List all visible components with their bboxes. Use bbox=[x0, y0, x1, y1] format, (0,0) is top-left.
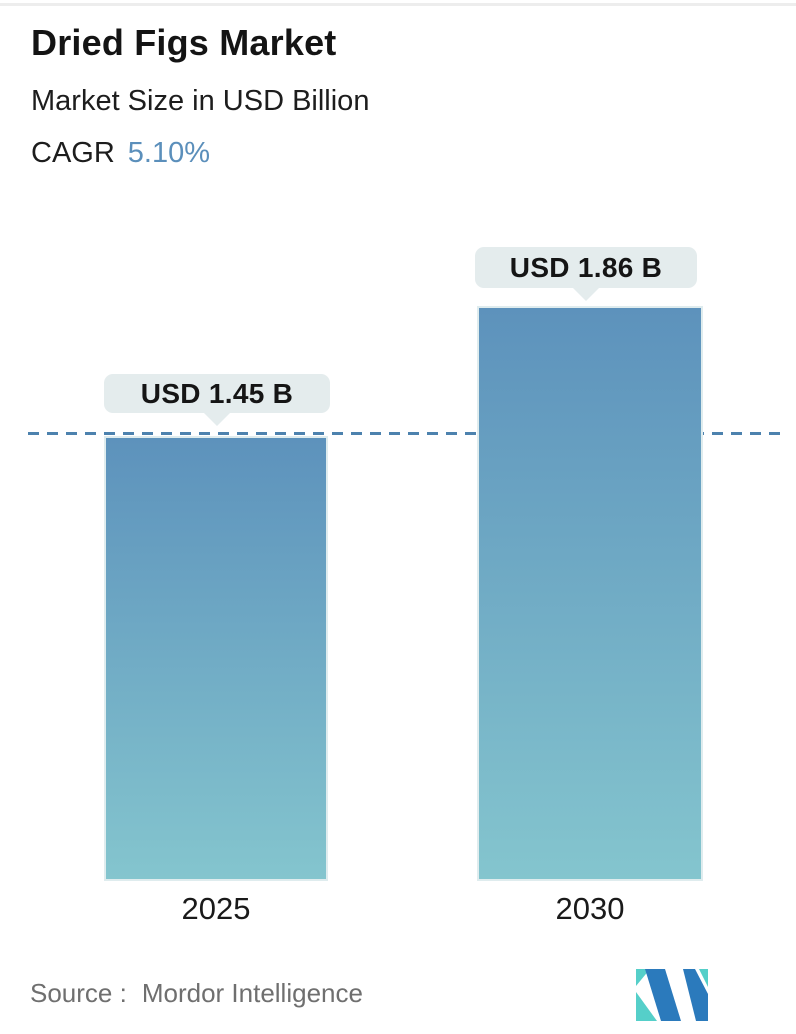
logo-teal-bottom-left bbox=[636, 992, 657, 1021]
bar-2025 bbox=[104, 436, 328, 881]
cagr-label: CAGR bbox=[31, 137, 115, 169]
value-label-2030: USD 1.86 B bbox=[475, 247, 697, 301]
page-title: Dried Figs Market bbox=[31, 22, 337, 63]
chart-subtitle: Market Size in USD Billion bbox=[31, 85, 370, 117]
logo-blue-right-band bbox=[683, 969, 708, 1021]
source-label: Source : bbox=[30, 978, 127, 1008]
baseline-dashed-line bbox=[28, 432, 781, 435]
tooltip-pointer-icon bbox=[203, 412, 231, 426]
cagr-value: 5.10% bbox=[127, 137, 211, 169]
x-axis-label-2030: 2030 bbox=[555, 891, 625, 926]
tooltip-pointer-icon bbox=[572, 287, 600, 301]
mordor-intelligence-logo-icon bbox=[636, 969, 708, 1021]
value-label-2025-text: USD 1.45 B bbox=[140, 377, 294, 409]
x-axis-label-2025: 2025 bbox=[181, 891, 251, 926]
top-divider bbox=[0, 3, 796, 6]
source-attribution: Source : Mordor Intelligence bbox=[30, 978, 363, 1009]
source-value: Mordor Intelligence bbox=[141, 978, 363, 1008]
logo-blue-left-band bbox=[645, 969, 681, 1021]
bar-2030 bbox=[477, 306, 703, 881]
value-label-2030-text: USD 1.86 B bbox=[509, 251, 663, 283]
value-label-2025: USD 1.45 B bbox=[104, 374, 330, 426]
logo-teal-top-right bbox=[699, 969, 708, 987]
cagr-row: CAGR 5.10% bbox=[31, 137, 210, 170]
